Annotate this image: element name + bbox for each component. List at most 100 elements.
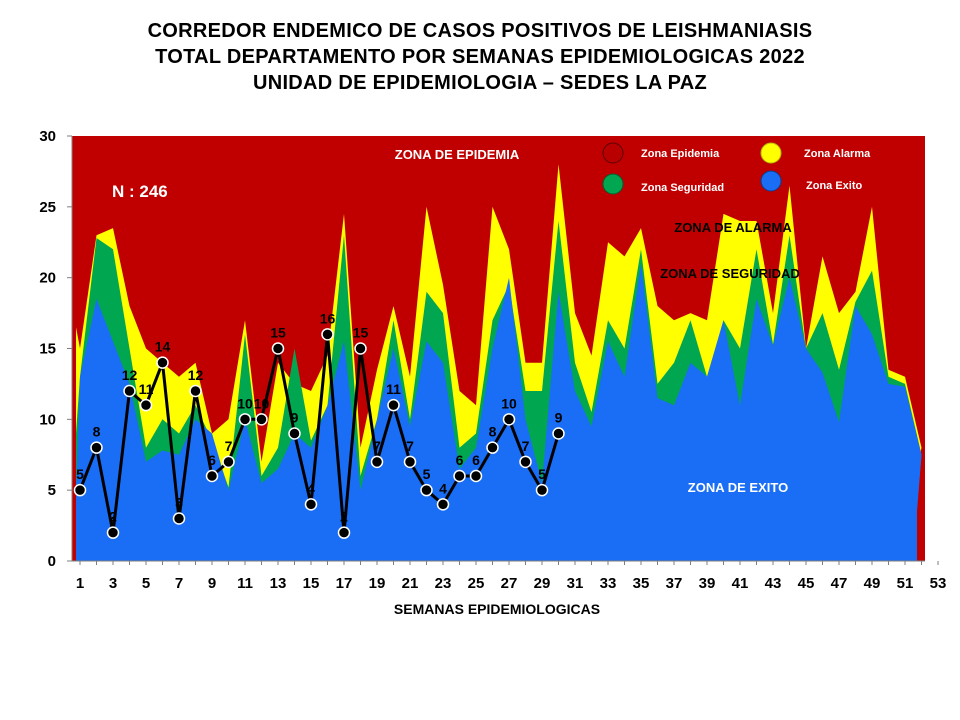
cases-point <box>172 512 186 525</box>
x-tick-label: 45 <box>798 575 815 592</box>
x-tick-label: 3 <box>109 575 117 592</box>
y-tick-label: 10 <box>39 411 56 428</box>
title-line-1: CORREDOR ENDEMICO DE CASOS POSITIVOS DE … <box>147 20 813 42</box>
x-tick-label: 49 <box>864 575 881 592</box>
x-tick-label: 5 <box>142 575 150 592</box>
cases-point <box>156 356 169 369</box>
zone-label-epidemia: ZONA DE EPIDEMIA <box>395 147 520 162</box>
legend-marker-seguridad <box>602 173 624 195</box>
cases-point <box>337 526 351 539</box>
cases-point <box>271 342 285 355</box>
x-tick-label: 43 <box>765 575 782 592</box>
zone-label-exito: ZONA DE EXITO <box>688 480 788 495</box>
cases-data-label: 10 <box>501 395 517 411</box>
title-line-2: TOTAL DEPARTAMENTO POR SEMANAS EPIDEMIOL… <box>155 46 805 68</box>
total-cases-annotation: N : 246 <box>112 182 168 201</box>
x-tick-label: 41 <box>732 575 749 592</box>
cases-point <box>238 413 252 426</box>
plot-area <box>72 136 925 562</box>
legend-label-alarma: Zona Alarma <box>804 148 871 160</box>
x-tick-label: 1 <box>76 575 84 592</box>
legend-marker-epidemia <box>602 142 624 164</box>
cases-point <box>106 526 120 539</box>
x-tick-label: 21 <box>402 575 419 592</box>
cases-point <box>486 441 499 454</box>
y-tick-label: 25 <box>39 199 56 216</box>
x-tick-label: 27 <box>501 575 518 592</box>
x-axis-title: SEMANAS EPIDEMIOLOGICAS <box>394 601 600 617</box>
legend-marker-alarma <box>760 142 782 164</box>
cases-point <box>436 498 450 511</box>
cases-data-label: 9 <box>291 410 299 426</box>
cases-point <box>90 441 103 454</box>
cases-point <box>354 342 367 355</box>
x-tick-label: 53 <box>930 575 947 592</box>
cases-data-label: 7 <box>225 438 233 454</box>
x-tick-label: 9 <box>208 575 216 592</box>
x-tick-label: 37 <box>666 575 683 592</box>
x-tick-label: 23 <box>435 575 452 592</box>
x-tick-label: 51 <box>897 575 914 592</box>
x-tick-label: 39 <box>699 575 716 592</box>
legend-label-exito: Zona Exito <box>806 180 863 192</box>
chart-title: CORREDOR ENDEMICO DE CASOS POSITIVOS DE … <box>0 18 960 96</box>
cases-point <box>387 398 400 412</box>
cases-data-label: 6 <box>456 452 464 468</box>
cases-data-label: 16 <box>320 310 336 326</box>
y-tick-label: 5 <box>48 482 56 499</box>
cases-data-label: 11 <box>386 381 401 397</box>
cases-data-label: 5 <box>423 466 431 482</box>
x-tick-label: 19 <box>369 575 386 592</box>
cases-data-label: 4 <box>307 480 315 496</box>
cases-data-label: 8 <box>489 424 497 440</box>
cases-point <box>288 427 301 440</box>
cases-point <box>139 398 153 412</box>
cases-point <box>370 455 384 469</box>
cases-point <box>403 455 417 469</box>
zone-labels: ZONA DE EPIDEMIA ZONA DE ALARMA ZONA DE … <box>395 147 800 495</box>
x-tick-label: 15 <box>303 575 320 592</box>
cases-data-label: 9 <box>555 410 563 426</box>
cases-data-label: 4 <box>439 480 447 496</box>
y-tick-label: 20 <box>39 270 56 287</box>
legend: Zona Epidemia Zona Alarma Zona Seguridad… <box>602 142 871 195</box>
cases-point <box>535 483 549 497</box>
x-tick-label: 25 <box>468 575 485 592</box>
legend-label-seguridad: Zona Seguridad <box>641 182 724 194</box>
cases-point <box>502 413 516 426</box>
cases-point <box>469 469 483 483</box>
cases-data-label: 12 <box>122 367 138 383</box>
cases-data-label: 2 <box>109 509 117 525</box>
legend-marker-exito <box>760 170 782 192</box>
cases-data-label: 6 <box>472 452 480 468</box>
cases-data-label: 7 <box>406 438 414 454</box>
zone-label-alarma: ZONA DE ALARMA <box>674 220 792 235</box>
y-tick-label: 30 <box>39 128 56 145</box>
cases-data-label: 5 <box>538 466 546 482</box>
cases-point <box>255 413 268 426</box>
cases-data-label: 12 <box>188 367 204 383</box>
cases-data-label: 15 <box>270 325 286 341</box>
cases-data-label: 6 <box>208 452 216 468</box>
cases-point <box>453 469 466 483</box>
cases-point <box>123 384 136 398</box>
cases-point <box>321 328 334 341</box>
cases-data-label: 14 <box>155 339 171 355</box>
cases-point <box>552 427 565 440</box>
cases-point <box>189 384 202 398</box>
title-line-3: UNIDAD DE EPIDEMIOLOGIA – SEDES LA PAZ <box>252 72 708 94</box>
cases-data-label: 10 <box>254 395 270 411</box>
cases-point <box>420 483 433 497</box>
x-tick-label: 35 <box>633 575 650 592</box>
cases-data-label: 11 <box>139 381 154 397</box>
y-tick-label: 0 <box>48 553 56 570</box>
cases-data-label: 2 <box>340 509 348 525</box>
x-tick-label: 17 <box>336 575 353 592</box>
cases-point <box>205 469 219 483</box>
cases-data-label: 10 <box>237 395 253 411</box>
x-tick-label: 31 <box>567 575 584 592</box>
x-tick-label: 47 <box>831 575 848 592</box>
